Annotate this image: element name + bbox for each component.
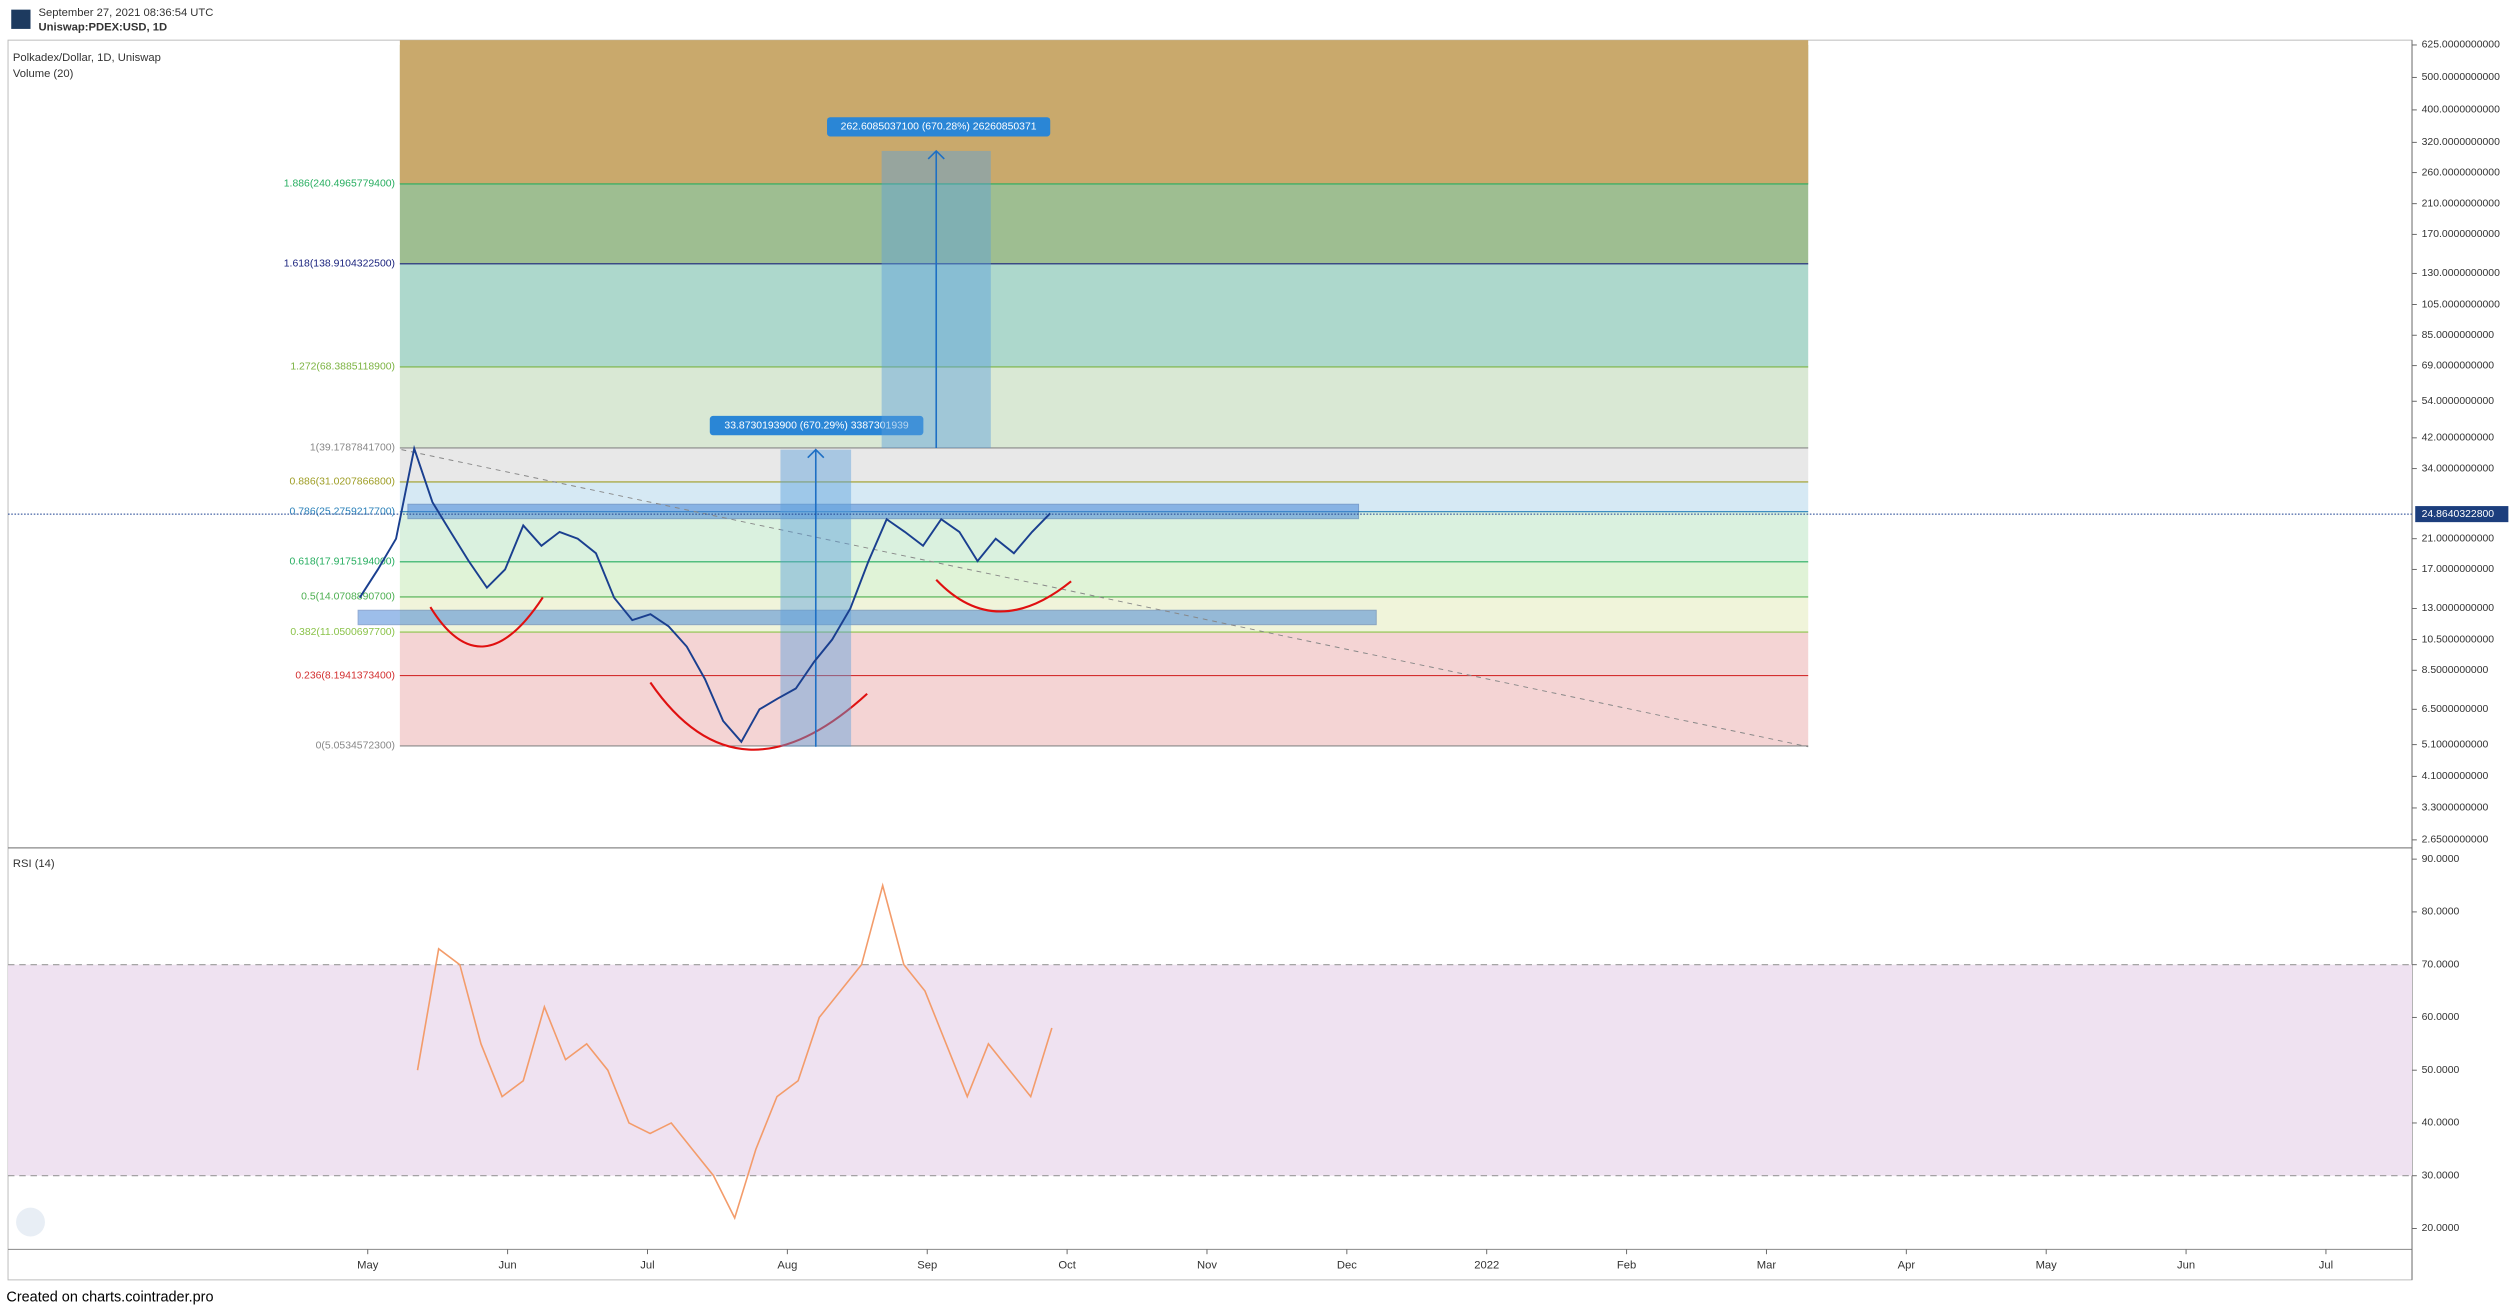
x-tick-label: Apr [1898, 1259, 1916, 1271]
y-tick-label: 500.0000000000 [2422, 72, 2500, 83]
x-tick-label: Dec [1337, 1259, 1357, 1271]
zone [357, 609, 1377, 626]
fib-band [399, 366, 1809, 448]
x-tick-label: Jul [2319, 1259, 2333, 1271]
fib-band [399, 263, 1809, 367]
x-tick-label: Jun [2177, 1259, 2195, 1271]
fib-band [399, 511, 1809, 562]
pattern-curve [429, 596, 544, 648]
rsi-title: RSI (14) [13, 858, 55, 870]
y-tick-label: 2.6500000000 [2422, 835, 2489, 846]
price-line [358, 444, 1051, 744]
measure-label: 262.6085037100 (670.28%) 26260850371 [841, 122, 1037, 133]
x-tick-label: May [357, 1259, 379, 1271]
y-tick-label: 3.3000000000 [2422, 803, 2489, 814]
x-tick-label: Nov [1197, 1259, 1217, 1271]
last-price-box [2415, 506, 2509, 523]
x-tick-label: Oct [1058, 1259, 1076, 1271]
fib-band [399, 632, 1809, 676]
rsi-tick-label: 80.0000 [2422, 907, 2460, 918]
y-tick-label: 625.0000000000 [2422, 40, 2500, 51]
fib-label: 0(5.0534572300) [316, 741, 395, 752]
y-tick-label: 69.0000000000 [2422, 360, 2495, 371]
y-tick-label: 6.5000000000 [2422, 704, 2489, 715]
x-tick-label: Sep [917, 1259, 937, 1271]
y-tick-label: 34.0000000000 [2422, 463, 2495, 474]
rsi-line [416, 882, 1053, 1221]
symbol: Uniswap:PDEX:USD, 1D [39, 21, 168, 33]
x-tick-label: Mar [1757, 1259, 1777, 1271]
measure-box [827, 117, 1051, 137]
y-tick-label: 10.5000000000 [2422, 634, 2495, 645]
fib-band [399, 675, 1809, 746]
fib-label: 0.236(8.1941373400) [295, 670, 395, 681]
pane-title: Polkadex/Dollar, 1D, Uniswap [13, 52, 161, 64]
x-tick-label: May [2036, 1259, 2058, 1271]
y-tick-label: 8.5000000000 [2422, 665, 2489, 676]
fib-label: 0.786(25.2759217700) [290, 506, 395, 517]
rsi-tick-label: 60.0000 [2422, 1012, 2460, 1023]
timestamp: September 27, 2021 08:36:54 UTC [39, 7, 214, 19]
rsi-tick-label: 90.0000 [2422, 854, 2460, 865]
fib-label: 0.618(17.9175194000) [290, 557, 395, 568]
rsi-tick-label: 50.0000 [2422, 1065, 2460, 1076]
fib-label: 1(39.1787841700) [310, 443, 395, 454]
y-tick-label: 320.0000000000 [2422, 137, 2500, 148]
y-tick-label: 130.0000000000 [2422, 268, 2500, 279]
volume-label: Volume (20) [13, 68, 74, 80]
rsi-tick-label: 70.0000 [2422, 959, 2460, 970]
fib-label: 0.5(14.0708890700) [301, 592, 395, 603]
y-tick-label: 170.0000000000 [2422, 229, 2500, 240]
fib-band-top [399, 40, 1809, 184]
y-tick-label: 260.0000000000 [2422, 167, 2500, 178]
y-tick-label: 85.0000000000 [2422, 330, 2495, 341]
fib-label: 1.272(68.3885118900) [290, 362, 395, 373]
rsi-band [8, 964, 2413, 1176]
y-tick-label: 42.0000000000 [2422, 433, 2495, 444]
y-tick-label: 210.0000000000 [2422, 198, 2500, 209]
rsi-tick-label: 30.0000 [2422, 1170, 2460, 1181]
fib-band [399, 561, 1809, 597]
trendline [401, 449, 1809, 748]
x-tick-label: Jun [499, 1259, 517, 1271]
fib-label: 1.886(240.4965779400) [284, 179, 395, 190]
arrow-head [927, 149, 945, 160]
measure-label: 33.8730193900 (670.29%) 3387301939 [724, 420, 908, 431]
pattern-curve [649, 681, 868, 751]
y-tick-label: 4.1000000000 [2422, 771, 2489, 782]
measure-box [709, 415, 924, 436]
x-tick-label: Aug [777, 1259, 797, 1271]
y-tick-label: 17.0000000000 [2422, 564, 2495, 575]
logo [11, 9, 31, 29]
y-tick-label: 54.0000000000 [2422, 396, 2495, 407]
last-price-label: 24.8640322800 [2422, 509, 2495, 520]
footer: Created on charts.cointrader.pro [6, 1289, 213, 1305]
y-tick-label: 13.0000000000 [2422, 603, 2495, 614]
x-tick-label: 2022 [1474, 1259, 1499, 1271]
fib-band [399, 183, 1809, 264]
zone [407, 503, 1360, 520]
rsi-tick-label: 20.0000 [2422, 1223, 2460, 1234]
fib-label: 1.618(138.9104322500) [284, 259, 395, 270]
fib-label: 0.886(31.0207866800) [290, 477, 395, 488]
pattern-curve [935, 579, 1072, 613]
x-tick-label: Feb [1617, 1259, 1636, 1271]
y-tick-label: 5.1000000000 [2422, 739, 2489, 750]
y-tick-label: 105.0000000000 [2422, 299, 2500, 310]
rsi-tick-label: 40.0000 [2422, 1118, 2460, 1129]
x-tick-label: Jul [640, 1259, 654, 1271]
y-tick-label: 400.0000000000 [2422, 105, 2500, 116]
y-tick-label: 21.0000000000 [2422, 533, 2495, 544]
arrow-head [807, 448, 825, 459]
watermark [16, 1207, 45, 1237]
fib-band [399, 447, 1809, 482]
fib-label: 0.382(11.0500697700) [290, 627, 395, 638]
